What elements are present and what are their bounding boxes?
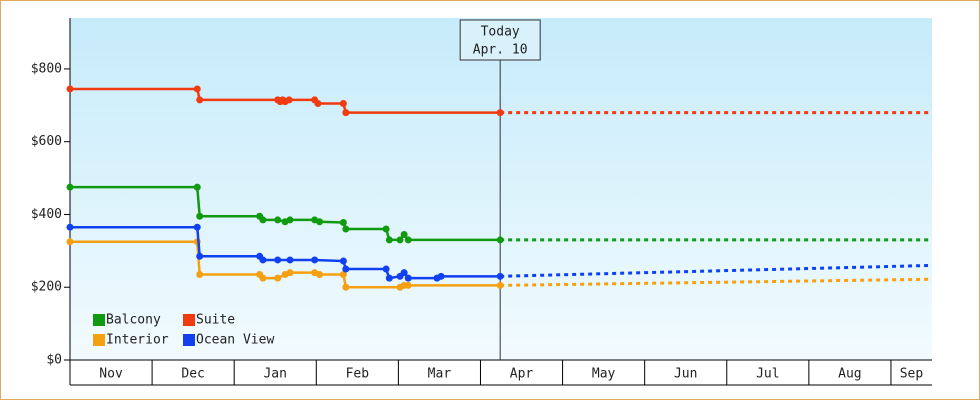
legend-label: Balcony xyxy=(106,313,161,328)
point xyxy=(342,283,350,291)
point xyxy=(66,183,74,191)
y-tick-label: $800 xyxy=(31,61,62,76)
x-tick-label: Jun xyxy=(674,367,697,382)
point xyxy=(196,212,204,220)
point xyxy=(385,236,393,244)
x-tick-label: Mar xyxy=(428,367,452,382)
point xyxy=(286,256,294,264)
x-tick-label: Jan xyxy=(263,367,286,382)
point xyxy=(286,216,294,224)
legend-swatch xyxy=(183,334,195,346)
point xyxy=(342,109,350,117)
point xyxy=(339,100,347,107)
point xyxy=(193,85,201,93)
point xyxy=(274,274,282,282)
point xyxy=(259,256,267,264)
point xyxy=(496,109,504,117)
point xyxy=(285,96,293,104)
point xyxy=(66,223,74,231)
point xyxy=(404,281,412,289)
legend-label: Suite xyxy=(196,313,235,328)
point xyxy=(259,216,267,224)
point xyxy=(496,272,504,280)
point xyxy=(385,274,393,282)
point xyxy=(193,183,201,191)
point xyxy=(274,216,282,224)
point xyxy=(66,238,74,246)
point xyxy=(400,269,408,277)
point xyxy=(193,223,201,231)
point xyxy=(496,281,504,289)
point xyxy=(382,265,390,273)
point xyxy=(196,96,204,104)
point xyxy=(274,256,282,264)
x-tick-label: Aug xyxy=(838,367,861,382)
x-tick-label: Apr xyxy=(510,367,534,382)
legend-swatch xyxy=(93,314,105,326)
point xyxy=(316,271,324,278)
point xyxy=(382,225,390,233)
y-tick-label: $0 xyxy=(46,353,62,368)
legend-label: Interior xyxy=(106,333,169,348)
point xyxy=(342,225,350,233)
x-tick-label: Jul xyxy=(756,367,779,382)
legend-swatch xyxy=(93,334,105,346)
legend-label: Ocean View xyxy=(196,333,274,348)
legend-swatch xyxy=(183,314,195,326)
point xyxy=(437,272,445,280)
y-tick-label: $400 xyxy=(31,207,62,222)
point xyxy=(314,100,322,107)
series-line xyxy=(70,225,501,280)
x-tick-label: Nov xyxy=(99,367,123,382)
today-box xyxy=(459,19,541,61)
point xyxy=(196,252,204,260)
x-tick-label: Dec xyxy=(181,367,204,382)
y-tick-label: $200 xyxy=(31,280,62,295)
point xyxy=(259,274,267,282)
point xyxy=(342,265,350,273)
point xyxy=(286,269,294,277)
point xyxy=(404,274,412,282)
point xyxy=(396,236,404,244)
point xyxy=(339,271,347,278)
point xyxy=(316,218,324,226)
point xyxy=(339,257,347,265)
point xyxy=(311,256,319,264)
x-tick-label: Sep xyxy=(900,367,924,382)
x-tick-label: May xyxy=(592,367,616,382)
point xyxy=(400,230,408,238)
point xyxy=(196,271,204,278)
y-tick-label: $600 xyxy=(31,134,62,149)
x-tick-label: Feb xyxy=(346,367,370,382)
plot-area xyxy=(70,18,932,360)
point xyxy=(66,85,74,93)
point xyxy=(339,218,347,226)
today-label: Today xyxy=(481,25,520,40)
today-date: Apr. 10 xyxy=(473,43,528,58)
point xyxy=(404,236,412,244)
point xyxy=(496,236,504,244)
